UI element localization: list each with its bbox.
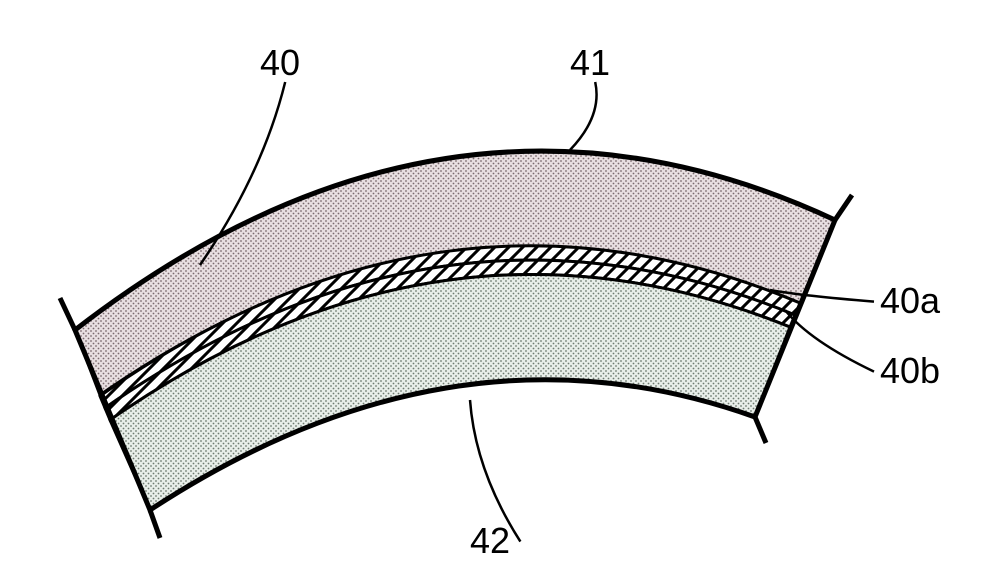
corner-tick-tr xyxy=(835,195,852,220)
corner-tick-br xyxy=(755,417,766,443)
label-40: 40 xyxy=(260,42,300,84)
corner-tick-tl xyxy=(60,298,75,330)
label-42: 42 xyxy=(470,520,510,562)
label-40b: 40b xyxy=(880,350,940,392)
label-41: 41 xyxy=(570,42,610,84)
diagram-svg xyxy=(0,0,1000,565)
leader-l41 xyxy=(570,82,597,150)
corner-tick-bl xyxy=(150,510,160,538)
label-40a: 40a xyxy=(880,280,940,322)
technical-diagram: 40 41 40a 40b 42 xyxy=(0,0,1000,565)
leader-l40b xyxy=(785,310,874,372)
